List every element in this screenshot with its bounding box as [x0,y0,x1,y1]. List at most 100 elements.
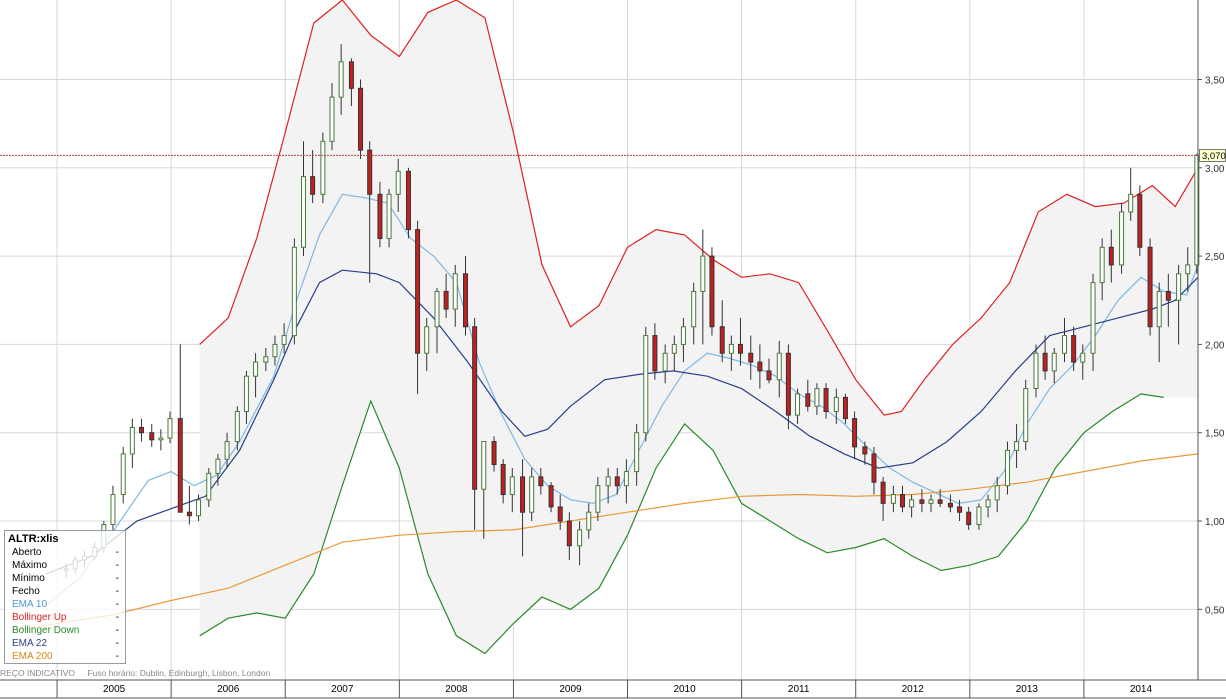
x-tick-label: 2012 [902,684,925,695]
y-tick-label: 2,00 [1205,340,1225,351]
candle [529,468,535,522]
candle [348,58,354,106]
candle [766,358,772,384]
candle [1165,273,1171,327]
last-price-tag: 3,070 [1199,149,1226,162]
candle [1062,317,1068,363]
candle [719,300,725,363]
y-tick-label: 2,50 [1205,252,1225,263]
legend-row: Mínimo - [5,572,125,585]
candle [186,485,192,525]
candle [110,485,116,530]
x-tick-label: 2013 [1016,684,1039,695]
candle [785,344,791,430]
candle [177,344,183,513]
candle [776,340,782,398]
candlesticks [63,44,1200,578]
legend-row: EMA 200 - [5,650,125,663]
candle [415,220,421,394]
candle [1185,247,1191,292]
x-tick-label: 2006 [217,684,240,695]
candle [1108,229,1114,283]
candle [1099,238,1105,301]
legend-value: - [115,586,119,597]
legend-row: Bollinger Down - [5,624,125,637]
candle [899,485,905,513]
candle [671,335,677,371]
candle [1023,379,1029,451]
candle [1014,423,1020,469]
candle [405,167,411,239]
legend-value: - [115,612,119,623]
candle [1090,273,1096,371]
timezone-label: Fuso horário: Dublin, Edinburgh, Lisbon,… [87,668,271,678]
candle [206,468,212,507]
candle [520,459,526,557]
candle [957,499,963,522]
candle [1119,203,1125,274]
candle [320,132,326,204]
candle [1194,153,1200,274]
candle [833,388,839,424]
series-ema-10 [45,193,1199,607]
x-tick-label: 2010 [673,684,696,695]
candle [757,344,763,389]
candle [253,353,259,398]
candle [243,370,249,424]
x-tick-label: 2005 [103,684,126,695]
candle [595,476,601,522]
candle [149,423,155,447]
candle [367,141,373,283]
legend-label: Máximo [12,560,48,571]
legend-value: - [115,547,119,558]
candle [538,468,544,495]
y-tick-label: 1,50 [1205,429,1225,440]
x-tick-label: 2014 [1130,684,1153,695]
candle [814,383,820,416]
candle [196,494,202,522]
legend-label: EMA 200 [12,651,53,662]
legend-row: Máximo - [5,559,125,572]
candle [880,476,886,522]
candle [300,141,306,257]
series-bollinger-down [199,393,1164,655]
candle [395,158,401,212]
series-ema-22 [45,269,1199,575]
candle [224,432,230,469]
candle [167,411,173,444]
legend-value: - [115,573,119,584]
candle [1137,185,1143,257]
legend-label: Bollinger Down [12,625,80,636]
legend-label: EMA 22 [12,638,48,649]
legend-panel: ALTR:xlis Aberto - Máximo - Mínimo - Fecho - EMA… [4,530,126,664]
candle [852,411,858,460]
candle [310,150,316,204]
legend-value: - [115,560,119,571]
candle [434,287,440,354]
candle [215,453,221,486]
candle [643,326,649,442]
candle [919,489,925,513]
candle [623,459,629,504]
candle [129,418,135,469]
candle [985,494,991,518]
candle [634,423,640,486]
candle [452,264,458,327]
candle [443,273,449,318]
footer-info: REÇO INDICATIVO Fuso horário: Dublin, Ed… [0,668,280,679]
candle [871,446,877,495]
candle [1071,326,1077,371]
candle [329,83,335,151]
candle [737,317,743,366]
candle [358,79,364,159]
candle [158,429,164,451]
candle [928,494,934,513]
candle [1176,264,1182,345]
candle [272,335,278,366]
candle [994,476,1000,513]
y-axis: 0,50 1,00 1,50 2,00 2,50 3,00 3,50 [1197,0,1225,699]
x-tick-label: 2009 [559,684,582,695]
candle [842,393,848,424]
x-tick-label: 2011 [788,684,810,695]
